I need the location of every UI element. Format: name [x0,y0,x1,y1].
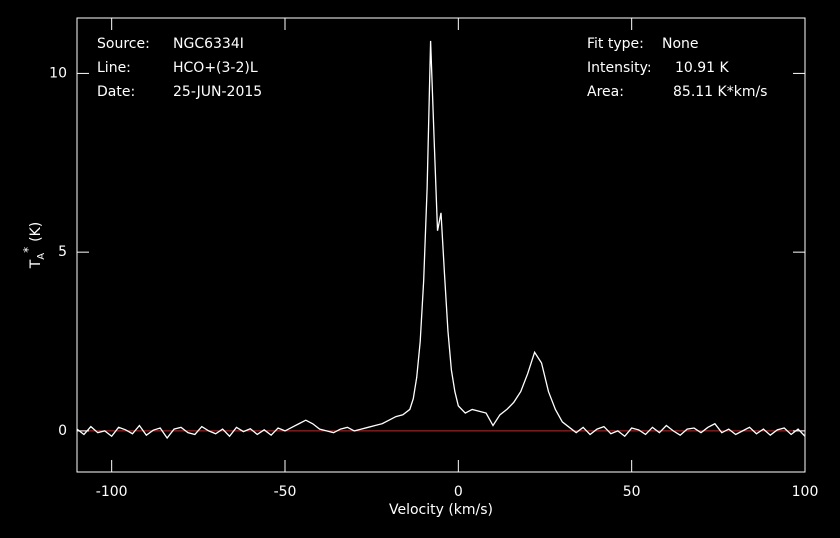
y-label-main: T [28,259,44,269]
info-label: Area: [587,84,624,100]
x-tick-label: 50 [623,484,641,500]
x-tick-label: 0 [454,484,463,500]
info-label: Intensity: [587,60,652,76]
x-tick-label: -100 [96,484,128,500]
info-label: Line: [97,60,131,76]
y-tick-label: 0 [58,423,67,439]
info-label: Fit type: [587,36,644,52]
y-tick-label: 10 [49,65,67,81]
info-value: 25-JUN-2015 [173,84,262,100]
x-tick-label: -50 [274,484,297,500]
info-value: HCO+(3-2)L [173,60,258,76]
plot-frame [76,17,806,473]
x-tick-label: 100 [792,484,819,500]
info-label: Source: [97,36,150,52]
y-label-sup: * [21,247,35,253]
y-axis-label: TA* (K) [21,222,48,270]
x-axis-label: Velocity (km/s) [389,502,493,518]
y-label-sub: A [36,253,47,260]
info-value: 10.91 K [675,60,730,76]
y-tick-label: 5 [58,244,67,260]
info-label: Date: [97,84,135,100]
info-value: NGC6334I [173,36,244,52]
info-value: 85.11 K*km/s [673,84,767,100]
y-label-unit: (K) [28,222,44,242]
info-value: None [662,36,699,52]
spectrum-line [76,40,806,440]
